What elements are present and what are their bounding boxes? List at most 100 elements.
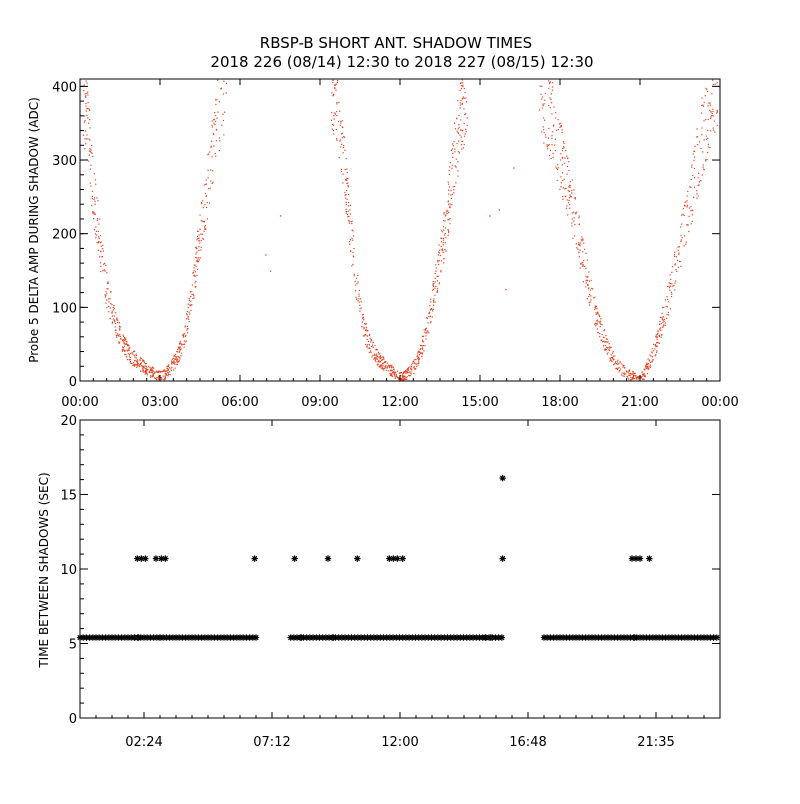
x-tick-label: 18:00 xyxy=(541,395,578,410)
amplitude-point xyxy=(611,360,613,363)
amplitude-point xyxy=(154,377,156,379)
amplitude-point xyxy=(460,99,462,102)
amplitude-point xyxy=(709,146,711,148)
amplitude-point xyxy=(656,338,658,340)
amplitude-point xyxy=(371,344,374,346)
amplitude-point xyxy=(164,378,166,380)
amplitude-point xyxy=(686,206,688,208)
amplitude-point xyxy=(697,136,699,138)
amplitude-point xyxy=(334,87,336,90)
amplitude-point xyxy=(466,101,468,103)
amplitude-point xyxy=(84,138,86,140)
amplitude-point xyxy=(659,320,661,322)
amplitude-point xyxy=(107,281,109,283)
amplitude-point xyxy=(551,86,553,88)
amplitude-point xyxy=(690,186,692,189)
amplitude-point xyxy=(197,238,199,240)
amplitude-point xyxy=(333,93,335,95)
amplitude-point xyxy=(437,260,439,262)
amplitude-point xyxy=(333,94,335,96)
amplitude-point xyxy=(587,288,590,290)
amplitude-point xyxy=(402,373,404,375)
amplitude-point xyxy=(345,208,347,210)
amplitude-point xyxy=(398,378,400,381)
amplitude-point xyxy=(625,370,627,372)
amplitude-point xyxy=(667,285,669,287)
amplitude-point xyxy=(571,190,573,192)
amplitude-point xyxy=(188,311,190,313)
amplitude-point xyxy=(333,129,335,132)
amplitude-point xyxy=(659,316,662,318)
amplitude-point xyxy=(440,237,442,239)
amplitude-point xyxy=(172,357,174,359)
amplitude-point xyxy=(331,123,334,125)
amplitude-point xyxy=(460,144,463,146)
amplitude-point xyxy=(712,110,714,113)
amplitude-point xyxy=(389,367,391,369)
amplitude-point xyxy=(139,362,142,365)
amplitude-point xyxy=(624,373,626,375)
amplitude-point xyxy=(153,372,155,374)
amplitude-point xyxy=(594,323,596,325)
amplitude-point xyxy=(174,358,176,360)
amplitude-point xyxy=(568,197,570,199)
amplitude-point xyxy=(418,361,420,363)
amplitude-point xyxy=(214,112,216,114)
amplitude-point xyxy=(93,228,95,231)
amplitude-point xyxy=(99,262,102,264)
amplitude-point xyxy=(562,156,564,158)
amplitude-point xyxy=(418,350,420,352)
amplitude-point xyxy=(204,227,206,229)
amplitude-point xyxy=(111,322,113,324)
amplitude-point xyxy=(674,282,676,284)
amplitude-point xyxy=(336,81,338,83)
amplitude-point xyxy=(638,377,640,379)
amplitude-point xyxy=(358,293,360,295)
amplitude-point xyxy=(585,267,587,269)
amplitude-point xyxy=(118,335,120,337)
amplitude-point xyxy=(393,372,395,374)
amplitude-point xyxy=(345,203,347,206)
amplitude-point xyxy=(642,375,644,377)
amplitude-point xyxy=(83,121,85,123)
amplitude-point xyxy=(459,134,461,136)
amplitude-point xyxy=(119,327,121,329)
amplitude-point xyxy=(566,165,569,167)
amplitude-point xyxy=(651,356,654,358)
amplitude-point xyxy=(622,375,624,377)
amplitude-point xyxy=(403,371,405,373)
amplitude-point xyxy=(352,230,354,232)
amplitude-point xyxy=(93,212,95,214)
amplitude-point xyxy=(447,219,449,221)
amplitude-point xyxy=(343,136,345,138)
amplitude-point xyxy=(363,319,365,321)
amplitude-point xyxy=(113,319,115,322)
amplitude-point xyxy=(565,195,567,197)
amplitude-point xyxy=(707,143,709,145)
amplitude-point xyxy=(688,230,690,233)
amplitude-point xyxy=(447,203,450,205)
amplitude-point xyxy=(461,103,463,105)
amplitude-point xyxy=(686,195,688,197)
amplitude-point xyxy=(425,332,427,334)
amplitude-point xyxy=(378,365,380,368)
amplitude-point xyxy=(123,339,125,341)
amplitude-point xyxy=(334,112,336,114)
amplitude-point xyxy=(413,360,415,362)
amplitude-point xyxy=(179,340,181,342)
amplitude-point xyxy=(333,124,335,126)
amplitude-point xyxy=(135,359,137,361)
amplitude-point xyxy=(196,239,198,241)
amplitude-point xyxy=(91,190,93,192)
amplitude-point xyxy=(361,326,363,328)
amplitude-point xyxy=(651,351,653,353)
amplitude-point xyxy=(98,223,100,225)
amplitude-point xyxy=(161,370,163,372)
amplitude-point xyxy=(332,79,334,81)
amplitude-point xyxy=(113,309,115,311)
amplitude-point xyxy=(85,95,87,97)
amplitude-point xyxy=(703,120,705,122)
amplitude-point xyxy=(671,283,673,285)
amplitude-point xyxy=(126,344,129,347)
amplitude-point xyxy=(146,367,148,369)
